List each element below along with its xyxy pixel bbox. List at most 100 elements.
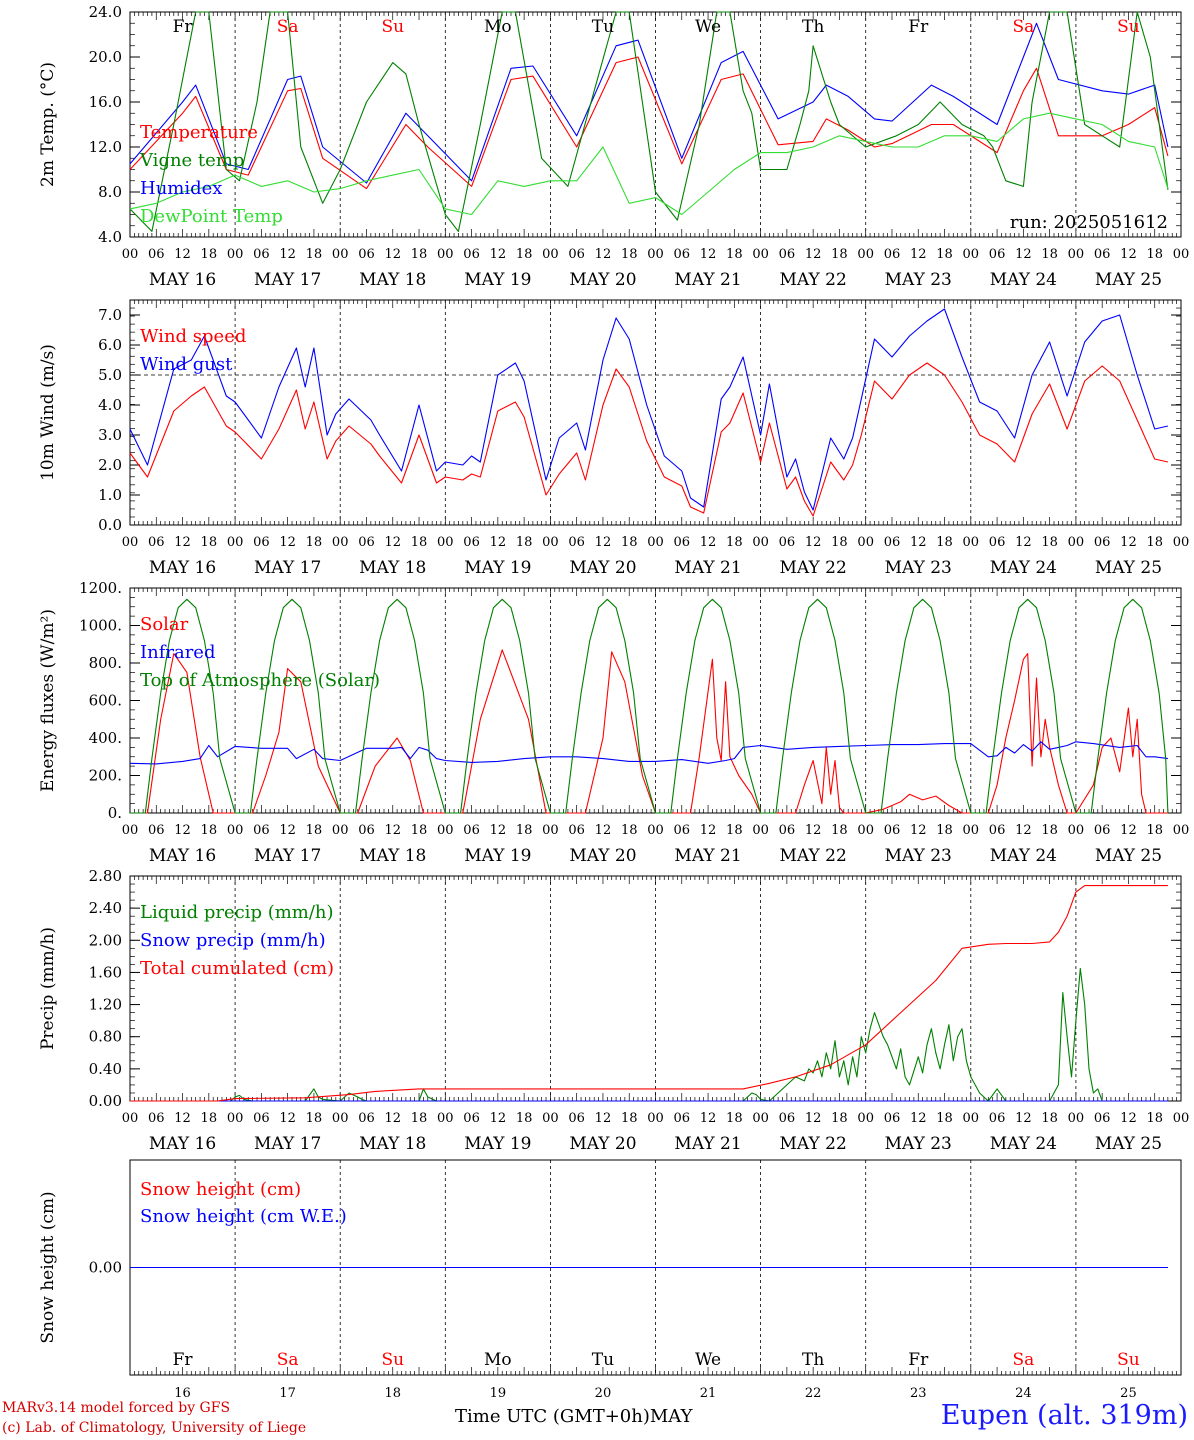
x-axis-month: MAY (649, 1406, 693, 1427)
hour-tick-label: 06 (358, 1111, 375, 1126)
hour-tick-label: 06 (148, 247, 165, 262)
hour-tick-label: 12 (595, 247, 612, 262)
date-label: MAY 16 (149, 270, 216, 290)
hour-tick-label: 06 (568, 1111, 585, 1126)
hour-tick-label: 00 (647, 247, 664, 262)
hour-tick-label: 00 (227, 535, 244, 550)
hour-tick-label: 18 (726, 823, 743, 838)
hour-tick-label: 18 (306, 247, 323, 262)
panel-2: 0.0 1.0 2.0 3.0 4.0 5.0 6.0 7.0 10m Wind (m/s) Wi… (38, 299, 1190, 578)
day-of-week-bottom: Th (802, 1350, 824, 1370)
hour-tick-label: 12 (1015, 247, 1032, 262)
hour-tick-label: 00 (437, 535, 454, 550)
hour-tick-label: 06 (148, 1111, 165, 1126)
hour-tick-label: 00 (227, 823, 244, 838)
y-tick-label: 4.0 (98, 228, 122, 246)
legend-entry: Humidex (140, 178, 222, 199)
hour-tick-label: 18 (1146, 535, 1163, 550)
hour-tick-label: 00 (1173, 823, 1190, 838)
hour-tick-label: 12 (595, 535, 612, 550)
hour-tick-label: 12 (174, 247, 191, 262)
y-tick-label: 2.40 (89, 899, 122, 917)
run-label: run: 2025051612 (1010, 212, 1168, 233)
y-tick-label: 0. (108, 804, 122, 822)
hour-tick-label: 12 (1120, 1111, 1137, 1126)
hour-tick-label: 06 (568, 247, 585, 262)
hour-tick-label: 18 (1041, 247, 1058, 262)
hour-tick-label: 06 (884, 247, 901, 262)
hour-tick-label: 12 (174, 823, 191, 838)
day-of-week-top: Fr (173, 17, 194, 37)
hour-tick-label: 12 (910, 1111, 927, 1126)
date-label: MAY 24 (990, 1134, 1057, 1154)
hour-tick-label: 00 (752, 823, 769, 838)
day-of-week-top: Mo (484, 17, 512, 37)
hour-tick-label: 12 (910, 823, 927, 838)
day-of-week-top: Sa (277, 17, 299, 37)
hour-tick-label: 12 (805, 535, 822, 550)
date-label: MAY 18 (359, 846, 426, 866)
hour-tick-label: 00 (542, 823, 559, 838)
date-label: MAY 22 (780, 846, 847, 866)
y-axis-label: 2m Temp. (°C) (38, 62, 58, 187)
hour-tick-label: 06 (1094, 823, 1111, 838)
hour-tick-label: 06 (989, 823, 1006, 838)
hour-tick-label: 06 (253, 535, 270, 550)
y-axis-label: Snow height (cm) (38, 1191, 58, 1343)
date-label: MAY 23 (885, 1134, 952, 1154)
hour-tick-label: 00 (332, 247, 349, 262)
hour-tick-label: 18 (936, 823, 953, 838)
hour-tick-label: 12 (700, 823, 717, 838)
hour-tick-label: 00 (647, 823, 664, 838)
y-axis-label: Energy fluxes (W/m²) (38, 609, 58, 792)
hour-tick-label: 00 (752, 1111, 769, 1126)
hour-tick-label: 00 (752, 247, 769, 262)
legend-entry: Wind speed (140, 326, 246, 347)
y-tick-label: 1000. (79, 617, 122, 635)
hour-tick-label: 06 (1094, 247, 1111, 262)
date-label: MAY 23 (885, 270, 952, 290)
legend-entry: DewPoint Temp (140, 206, 283, 227)
y-tick-label: 16.0 (89, 93, 122, 111)
hour-tick-label: 18 (621, 823, 638, 838)
hour-tick-label: 00 (857, 247, 874, 262)
date-label: MAY 25 (1095, 1134, 1162, 1154)
hour-tick-label: 12 (805, 1111, 822, 1126)
date-label: MAY 19 (464, 1134, 531, 1154)
hour-tick-label: 00 (227, 1111, 244, 1126)
x-axis-label: Time UTC (GMT+0h)MAY (455, 1406, 692, 1427)
y-axis-label: Precip (mm/h) (38, 927, 58, 1050)
hour-tick-label: 18 (1041, 1111, 1058, 1126)
hour-tick-label: 00 (437, 1111, 454, 1126)
hour-tick-label: 06 (884, 1111, 901, 1126)
hour-tick-label: 00 (332, 823, 349, 838)
date-label: MAY 18 (359, 1134, 426, 1154)
hour-tick-label: 06 (884, 535, 901, 550)
panel-frame (129, 299, 1182, 526)
hour-tick-label: 18 (1146, 1111, 1163, 1126)
hour-tick-label: 06 (358, 535, 375, 550)
hour-tick-label: 18 (516, 1111, 533, 1126)
hour-tick-label: 18 (201, 535, 218, 550)
day-of-week-bottom: Sa (1012, 1350, 1034, 1370)
date-label: MAY 18 (359, 270, 426, 290)
hour-tick-label: 06 (358, 247, 375, 262)
hour-tick-label: 00 (332, 535, 349, 550)
date-label: MAY 19 (464, 846, 531, 866)
hour-tick-label: 06 (568, 535, 585, 550)
panel-1: 4.0 8.0 12.0 16.0 20.0 24.0 2m Temp. (°C) Tempe… (38, 3, 1189, 290)
y-tick-label: 400. (89, 729, 122, 747)
hour-tick-label: 00 (857, 1111, 874, 1126)
date-label: MAY 23 (885, 558, 952, 578)
hour-tick-label: 00 (1173, 1111, 1190, 1126)
hour-tick-label: 06 (674, 247, 691, 262)
hour-tick-label: 00 (1173, 535, 1190, 550)
panel-frame (129, 587, 1182, 814)
series-infrared (129, 741, 1168, 765)
hour-tick-label: 06 (463, 823, 480, 838)
hour-tick-label: 12 (700, 247, 717, 262)
hour-tick-label: 12 (1120, 535, 1137, 550)
hour-tick-label: 12 (595, 823, 612, 838)
hour-tick-label: 06 (779, 823, 796, 838)
